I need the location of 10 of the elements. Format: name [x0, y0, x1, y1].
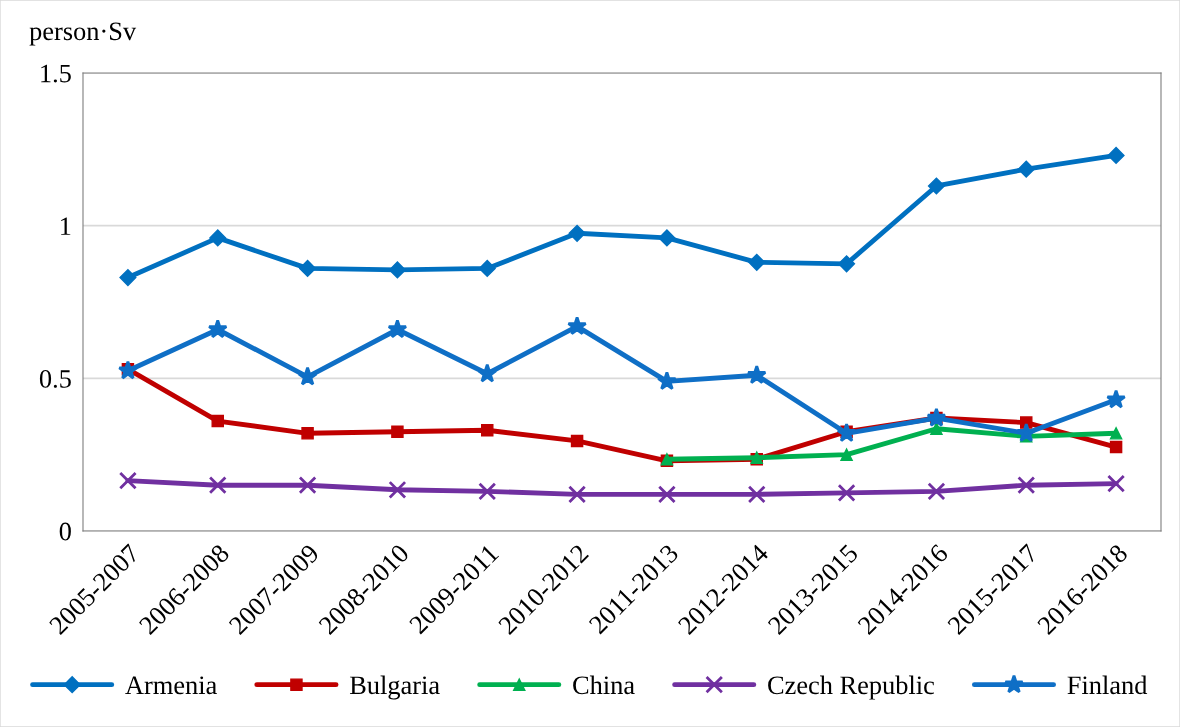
y-tick-label: 1.5 — [41, 64, 71, 83]
legend-label: Finland — [1067, 675, 1148, 695]
y-axis-title: person·Sv — [29, 22, 137, 46]
y-tick-label: 0.5 — [39, 369, 71, 388]
legend-label: Bulgaria — [349, 675, 440, 700]
legend-label: China — [573, 675, 635, 695]
y-tick-label: 1 — [61, 217, 71, 235]
legend-label: Armenia — [125, 676, 217, 695]
y-tick-label: 0 — [59, 522, 71, 541]
legend-label: Czech Republic — [768, 675, 935, 700]
